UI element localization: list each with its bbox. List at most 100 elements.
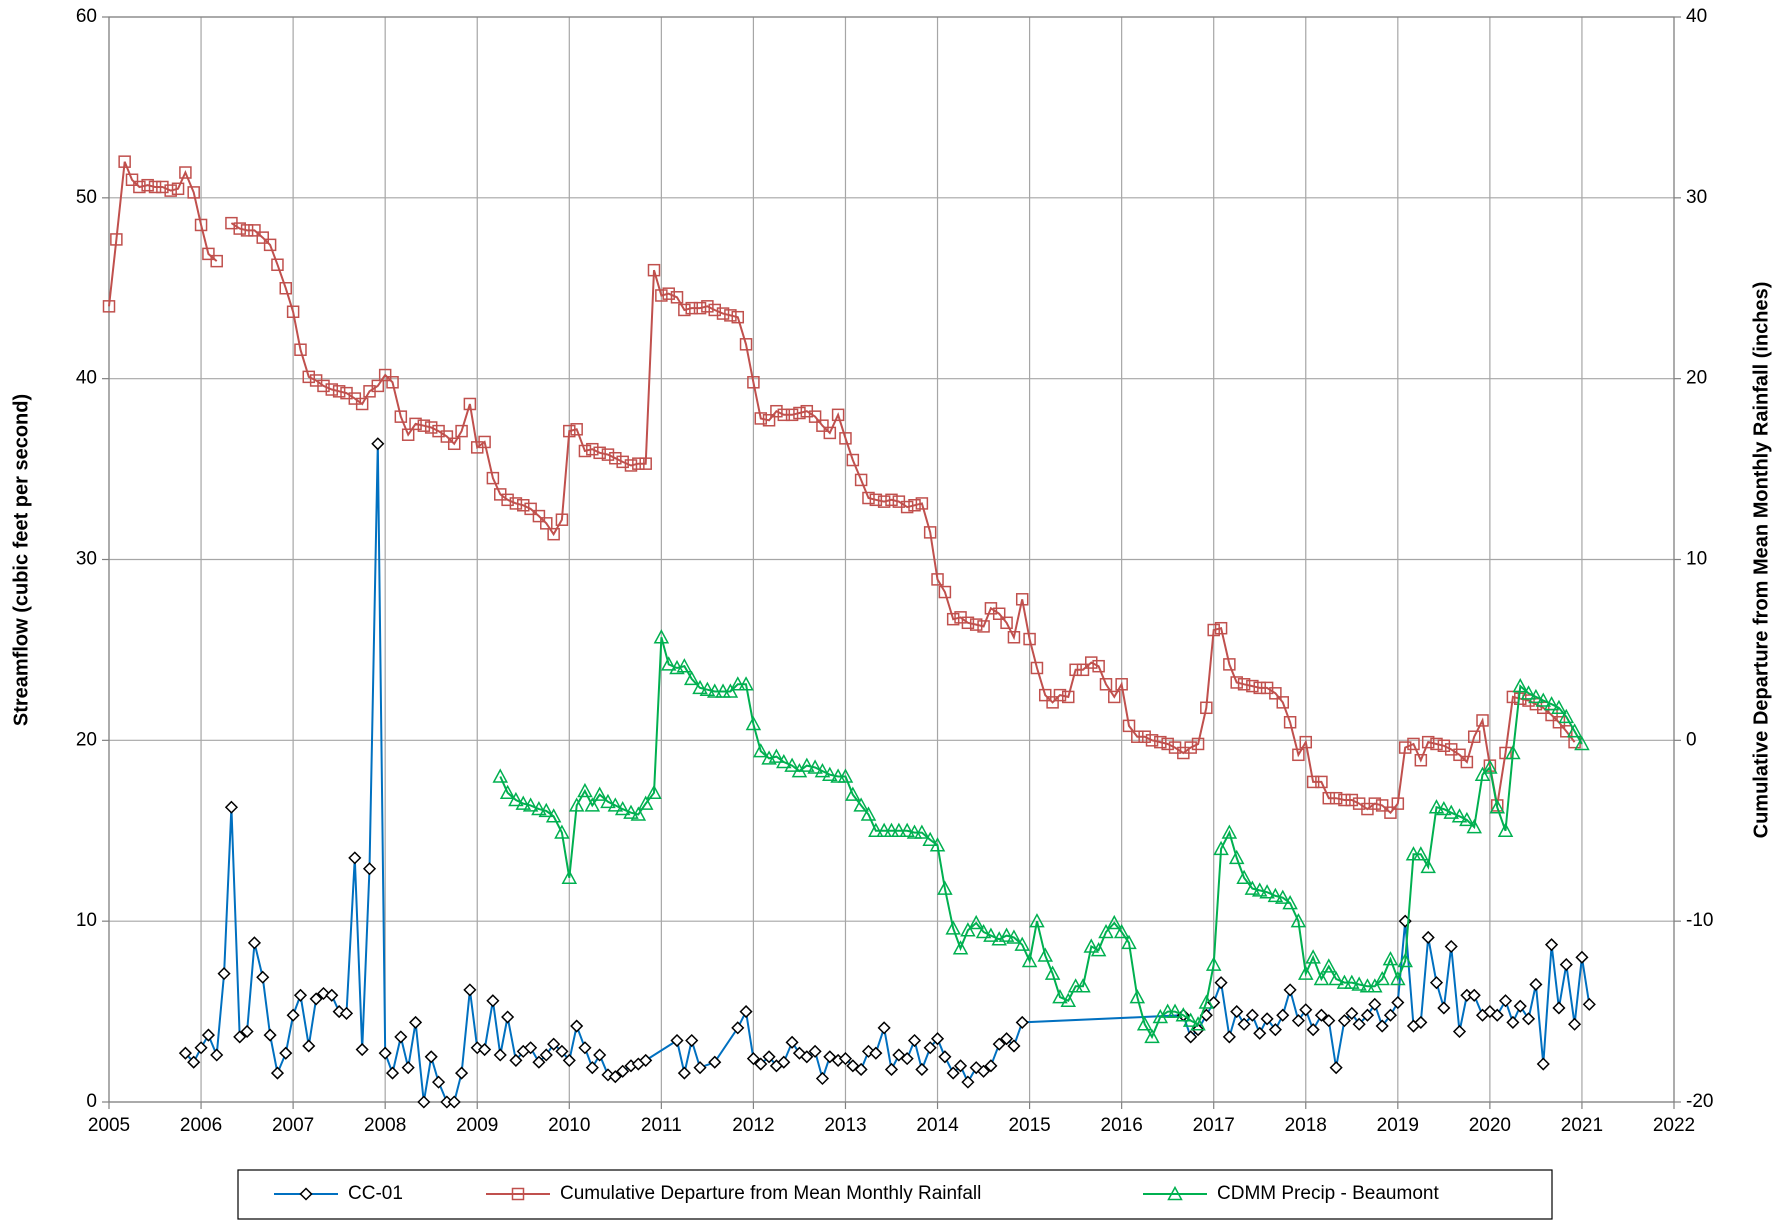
point [815,1071,830,1086]
point [992,1037,1006,1051]
legend-marker [511,1187,525,1201]
point [1167,1003,1183,1018]
point [1329,791,1343,805]
point [1306,775,1320,789]
point [1237,678,1251,691]
point [614,800,631,816]
point [983,927,999,942]
point [1000,616,1013,630]
point [938,585,952,599]
x-tick-label: 2009 [456,1115,498,1136]
point [1529,697,1543,711]
point [1520,685,1537,700]
y-tick-label: 0 [86,1091,97,1112]
point [1237,1017,1251,1031]
point [600,793,616,809]
point [1407,737,1420,751]
point [616,1064,630,1078]
y-tick-label: 30 [76,549,97,570]
point [447,1095,461,1109]
point [678,303,691,317]
x-tick-label: 2022 [1653,1115,1695,1136]
point [708,303,721,317]
point [692,679,708,695]
point [1236,869,1252,885]
legend-marker [1167,1185,1183,1201]
point [394,1030,408,1044]
point [1405,846,1422,861]
x-tick-label: 2011 [641,1115,682,1136]
y2-tick-label: 30 [1686,187,1707,208]
point [953,1059,968,1073]
point [125,173,139,186]
point [609,451,622,465]
point [563,424,576,438]
point [1467,988,1481,1002]
point [701,300,714,313]
point [1384,806,1397,819]
point [593,1048,607,1062]
point [517,499,530,512]
point [914,824,930,839]
point [1223,658,1236,671]
point [385,1066,400,1080]
point [683,670,700,686]
point [1138,730,1151,743]
point [885,493,898,507]
point [1121,934,1137,950]
point [1568,1017,1582,1031]
point [991,931,1007,946]
y-tick-label: 50 [76,187,97,208]
point [270,1066,285,1080]
point [540,517,553,530]
point [1421,735,1435,749]
point [876,822,892,837]
point [1276,1008,1290,1022]
point [745,715,762,731]
point [1259,884,1275,899]
point [960,922,976,937]
y2-tick-label: -10 [1686,910,1713,931]
point [1205,956,1222,971]
point [1489,799,1506,814]
point [522,797,539,812]
point [1190,1016,1206,1031]
point [1007,1039,1021,1053]
point [539,1048,553,1062]
point [1443,804,1459,819]
point [670,291,684,304]
point [1314,1008,1328,1022]
point [417,419,431,432]
point [845,786,861,801]
point [1536,1057,1550,1071]
point [1052,989,1068,1004]
point [722,683,739,698]
point [1037,947,1053,962]
point [1574,735,1590,751]
point [1498,994,1513,1008]
point [1136,1016,1153,1031]
point [1145,734,1159,747]
legend-label: Cumulative Departure from Mean Monthly R… [560,1183,981,1204]
point [915,1062,929,1077]
point [1214,621,1228,635]
point [247,936,262,950]
point [509,1053,523,1067]
legend-box [237,1169,1553,1220]
point [1390,970,1406,986]
point [793,406,806,420]
point [1269,687,1282,700]
point [1184,1030,1198,1044]
point [1007,631,1021,644]
point [891,822,907,837]
x-tick-label: 2012 [732,1115,774,1136]
point [762,414,776,427]
point [210,254,223,268]
point [1513,999,1527,1013]
point [508,791,524,807]
point [854,473,868,487]
point [868,822,884,837]
y-tick-label: 10 [76,910,97,931]
point [1375,799,1389,812]
point [608,1070,622,1084]
